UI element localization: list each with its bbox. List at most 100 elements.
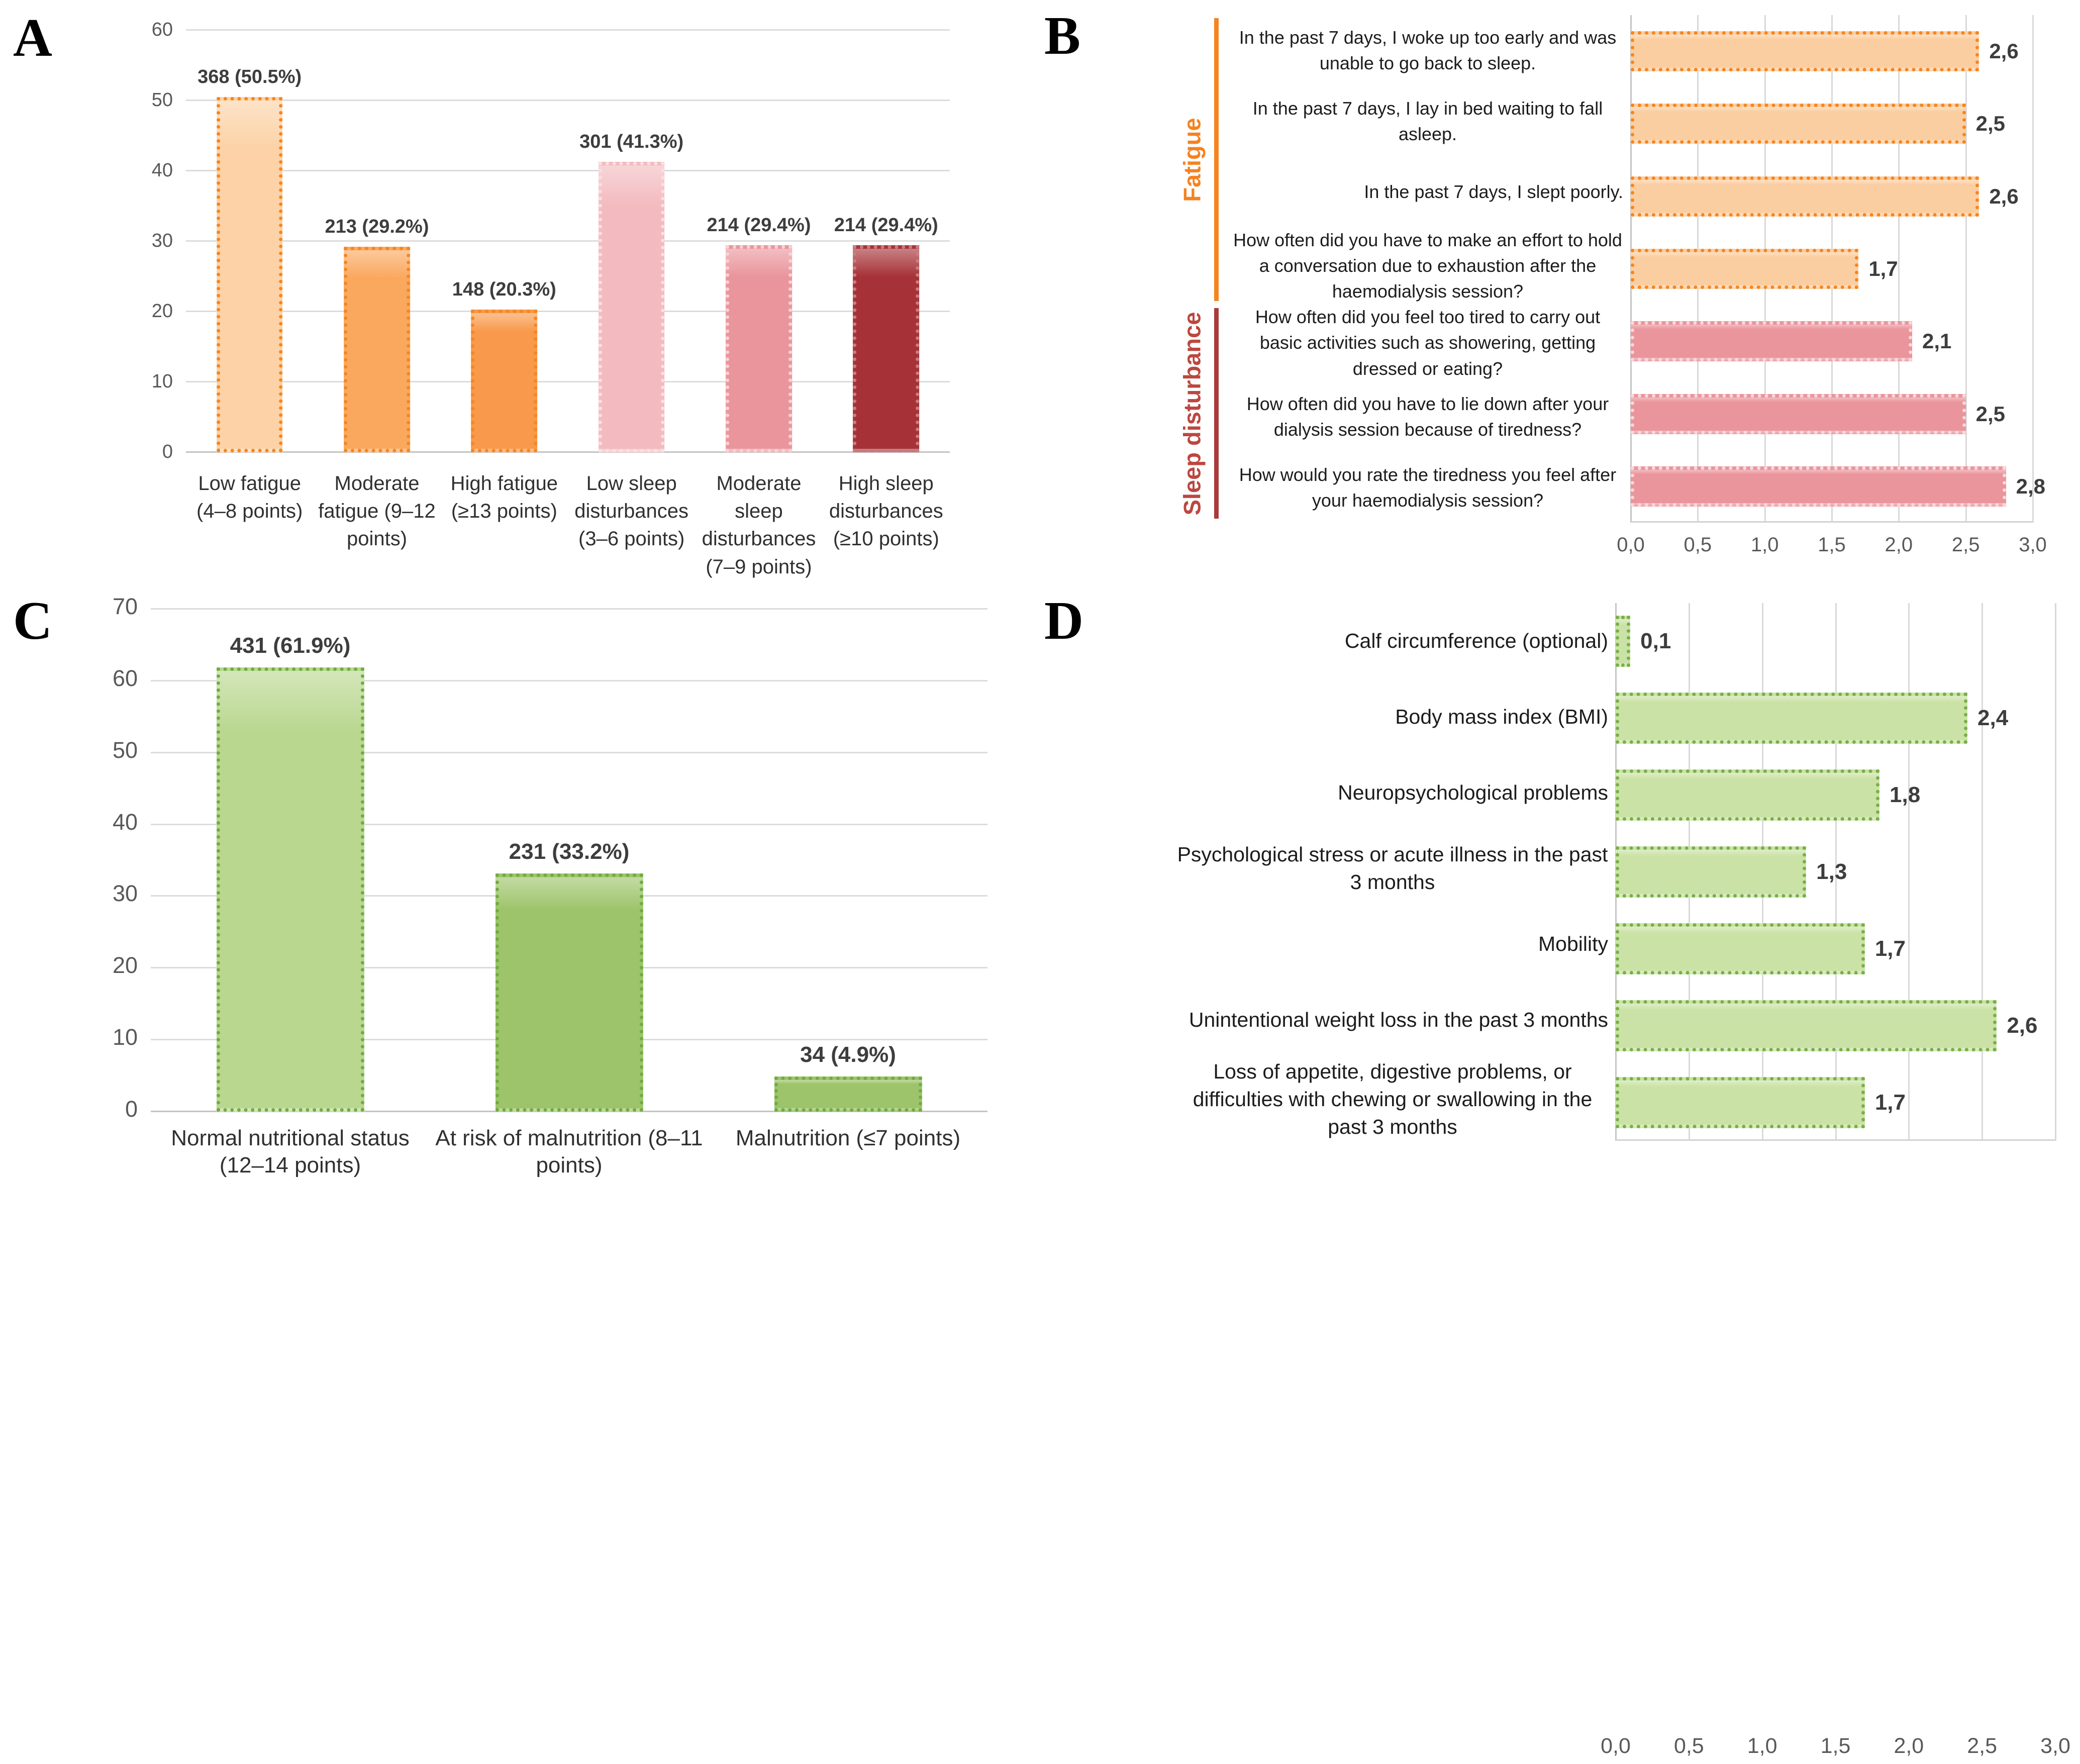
category-label: Normal nutritional status (12–14 points): [171, 1126, 410, 1178]
category-label: Low sleep disturbances (3–6 points): [574, 472, 689, 550]
panel-b-letter: B: [1044, 6, 1081, 66]
bar: [1616, 769, 1879, 821]
item-label-row: In the past 7 days, I lay in bed waiting…: [1231, 86, 1623, 157]
category-label: High fatigue (≥13 points): [450, 472, 558, 523]
panel-d-item-labels: Calf circumference (optional) Body mass i…: [1161, 603, 1608, 1141]
y-tick-label: 40: [151, 160, 173, 181]
x-tick-label: 0,5: [1683, 534, 1712, 556]
y-tick-label: 40: [112, 809, 138, 835]
bar-row: 1,7: [1631, 233, 2033, 305]
panel-d-letter: D: [1044, 591, 1083, 651]
y-tick-label: 60: [151, 19, 173, 40]
item-label-row: Mobility: [1161, 906, 1608, 982]
item-label: Mobility: [1538, 932, 1608, 956]
x-tick-label: 2,5: [1967, 1734, 1998, 1758]
y-tick-label: 10: [112, 1024, 138, 1050]
panel-c: C 0 10 20 30 40 50 60 70 431 (61.9%) 231 (33.2%) 3…: [0, 583, 1015, 1179]
item-label: In the past 7 days, I woke up too early …: [1239, 27, 1617, 74]
gridline-y-50: [186, 100, 950, 101]
item-label: In the past 7 days, I lay in bed waiting…: [1252, 97, 1603, 144]
x-tick-label: 0,0: [1601, 1734, 1631, 1758]
gridline-y-30: [186, 240, 950, 242]
bar-value-label: 2,8: [2016, 474, 2046, 498]
gridline-y-40: [151, 823, 987, 825]
gridline-x-2,0: [1908, 603, 1910, 1141]
x-axis-line: [1616, 1139, 2055, 1141]
bar: [216, 97, 283, 452]
bar-value-label: 34 (4.9%): [800, 1042, 896, 1067]
bar-value-label: 214 (29.4%): [707, 215, 811, 236]
x-tick-label: 0,5: [1673, 1734, 1704, 1758]
gridline-x-3,0: [2055, 603, 2056, 1141]
bar-slot: 431 (61.9%): [151, 609, 430, 1112]
item-label: Unintentional weight loss in the past 3 …: [1188, 1008, 1608, 1032]
gridline-x-1,5: [1835, 603, 1837, 1141]
item-label-row: Body mass index (BMI): [1161, 679, 1608, 755]
y-tick-label: 20: [151, 301, 173, 322]
category-label: Moderate fatigue (9–12 points): [318, 472, 436, 550]
y-tick-label: 10: [151, 371, 173, 393]
bar: [471, 309, 538, 452]
x-tick-label: 1,5: [1818, 534, 1846, 556]
gridline-y-60: [151, 679, 987, 681]
bar: [216, 667, 364, 1112]
bar-value-label: 213 (29.2%): [325, 216, 429, 238]
bar-slot: 148 (20.3%): [441, 30, 568, 452]
x-tick-label: 3,0: [2040, 1734, 2070, 1758]
group-line-sleep-disturbance: [1214, 308, 1219, 519]
bar-value-label: 2,1: [1922, 329, 1952, 353]
panel-d-x-axis: 0,0 0,5 1,0 1,5 2,0 2,5 3,0: [1601, 1734, 2070, 1764]
gridline-x-2,5: [1982, 603, 1984, 1141]
bar: [1631, 466, 2006, 507]
panel-a-letter: A: [13, 8, 52, 68]
bar: [495, 873, 643, 1112]
item-label: Calf circumference (optional): [1344, 629, 1608, 652]
y-tick-label: 50: [151, 89, 173, 111]
bar: [1616, 1076, 1865, 1128]
panel-a-chart: 0 10 20 30 40 50 60 368 (50.5%) 213 (29.2%) 148 (…: [152, 19, 950, 462]
group-label-fatigue: Fatigue: [1178, 118, 1206, 202]
item-label: How often did you feel too tired to carr…: [1255, 307, 1601, 379]
panel-b-x-axis: 0,0 0,5 1,0 1,5 2,0 2,5 3,0: [1617, 534, 2047, 564]
gridline-y-40: [186, 170, 950, 172]
bar: [1616, 616, 1631, 667]
bars-rows: 0,1 2,4 1,8 1,3 1,7 2,6 1,7: [1616, 603, 2055, 1141]
bar-value-label: 1,8: [1890, 782, 1921, 808]
bar-row: 2,5: [1631, 377, 2033, 450]
bar-row: 1,7: [1616, 1064, 2055, 1141]
item-label: Body mass index (BMI): [1395, 705, 1608, 728]
item-label-row: Psychological stress or acute illness in…: [1161, 831, 1608, 907]
y-tick-label: 0: [125, 1096, 138, 1122]
bar-slot: 34 (4.9%): [709, 609, 987, 1112]
y-tick-label: 60: [112, 665, 138, 691]
category-label: Low fatigue (4–8 points): [196, 472, 303, 523]
panel-b-chart: 2,6 2,5 2,6 1,7 2,1 2,5 2,8: [1630, 15, 2045, 523]
category-label: High sleep disturbances (≥10 points): [829, 472, 943, 550]
bar-slot: 214 (29.4%): [695, 30, 822, 452]
x-tick-label: 2,0: [1894, 1734, 1924, 1758]
y-tick-label: 20: [112, 952, 138, 978]
bar-slot: 301 (41.3%): [568, 30, 695, 452]
bar-value-label: 231 (33.2%): [509, 839, 630, 864]
x-tick-label: 1,5: [1820, 1734, 1851, 1758]
bars-rows: 2,6 2,5 2,6 1,7 2,1 2,5 2,8: [1631, 15, 2045, 523]
item-label: In the past 7 days, I slept poorly.: [1364, 181, 1623, 203]
bar: [1631, 176, 1979, 217]
bar-value-label: 148 (20.3%): [452, 278, 556, 300]
item-label-row: Calf circumference (optional): [1161, 603, 1608, 679]
bar-row: 1,8: [1616, 757, 2055, 834]
item-label-row: In the past 7 days, I slept poorly.: [1231, 156, 1623, 227]
bar: [1631, 394, 1966, 434]
x-tick-label: 2,0: [1885, 534, 1913, 556]
bar-row: 1,7: [1616, 910, 2055, 987]
bar-row: 2,6: [1631, 160, 2033, 233]
bar-slot: 231 (33.2%): [430, 609, 709, 1112]
item-label: Loss of appetite, digestive problems, or…: [1193, 1060, 1593, 1139]
bar-row: 2,1: [1631, 305, 2033, 377]
bar: [1631, 31, 1979, 72]
bar: [1631, 248, 1859, 289]
group-line-fatigue: [1214, 18, 1219, 302]
bar: [598, 161, 665, 452]
y-tick-label: 30: [112, 880, 138, 907]
item-label: Psychological stress or acute illness in…: [1177, 843, 1608, 894]
